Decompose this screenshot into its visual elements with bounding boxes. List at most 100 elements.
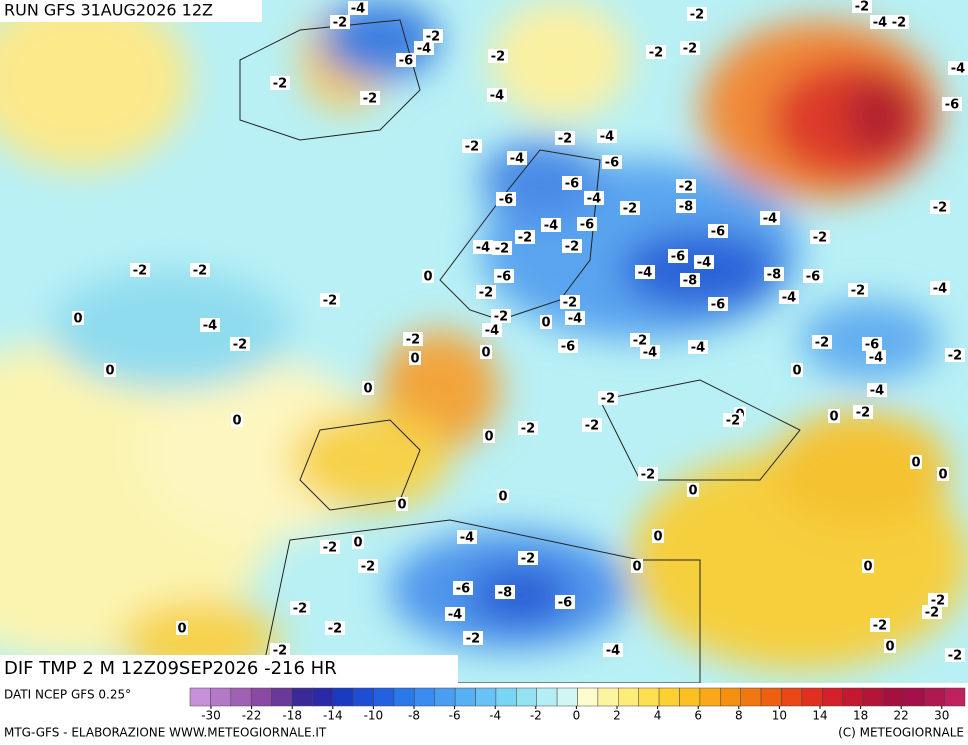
colorbar-box: [577, 687, 599, 707]
label-bg: [330, 15, 350, 29]
label-bg: [496, 192, 516, 206]
contour-label: -2: [855, 0, 869, 15]
contour-label: 0: [688, 484, 697, 499]
contour-label: -8: [679, 200, 693, 215]
colorbar-box: [883, 687, 905, 707]
contour-label: -6: [399, 54, 413, 69]
label-bg: [488, 49, 508, 63]
contour-label: -6: [711, 298, 725, 313]
label-bg: [231, 413, 243, 427]
contour-label: -4: [544, 219, 558, 234]
label-bg: [760, 211, 780, 225]
label-bg: [492, 241, 512, 255]
label-bg: [487, 88, 507, 102]
contour-label: -4: [606, 644, 620, 659]
colorbar-box: [516, 687, 537, 707]
label-bg: [687, 483, 699, 497]
contour-label: -2: [813, 231, 827, 246]
colorbar-box: [434, 687, 456, 707]
label-bg: [866, 350, 886, 364]
contour-label: -2: [521, 552, 535, 567]
contour-label: -4: [870, 384, 884, 399]
colorbar-label: 8: [735, 709, 743, 723]
source-text: DATI NCEP GFS 0.25°: [4, 688, 131, 702]
contour-label: -2: [273, 644, 287, 659]
colorbar-box: [230, 687, 252, 707]
colorbar-box: [597, 687, 619, 707]
label-bg: [462, 139, 482, 153]
label-bg: [445, 607, 465, 621]
label-bg: [494, 269, 514, 283]
contour-label: -4: [448, 608, 462, 623]
contour-label: -4: [460, 531, 474, 546]
label-bg: [480, 345, 492, 359]
contour-label: -4: [417, 42, 431, 57]
contour-label: 0: [911, 456, 920, 471]
contour-label: -2: [558, 132, 572, 147]
contour-label: -2: [466, 632, 480, 647]
label-bg: [320, 293, 340, 307]
contour-label: -4: [869, 351, 883, 366]
colorbar-label: -30: [201, 709, 221, 723]
contour-label: -8: [498, 586, 512, 601]
contour-label: -2: [892, 16, 906, 31]
label-bg: [270, 76, 290, 90]
colorbar-box: [801, 687, 823, 707]
label-bg: [565, 311, 585, 325]
contour-label: -6: [561, 340, 575, 355]
contour-label: -4: [933, 282, 947, 297]
label-bg: [676, 199, 696, 213]
label-bg: [558, 339, 578, 353]
label-bg: [779, 290, 799, 304]
contour-label: -2: [323, 294, 337, 309]
contour-label: -2: [494, 310, 508, 325]
contour-label: -2: [726, 414, 740, 429]
label-bg: [942, 97, 962, 111]
label-bg: [483, 429, 495, 443]
colorbar-box: [414, 687, 435, 707]
colorbar-box: [556, 687, 578, 707]
label-bg: [515, 230, 535, 244]
contour-label: -4: [782, 291, 796, 306]
contour-label: -2: [563, 296, 577, 311]
label-bg: [360, 91, 380, 105]
label-bg: [491, 309, 511, 323]
label-bg: [862, 559, 874, 573]
contour-label: -2: [518, 231, 532, 246]
contour-label: -2: [948, 349, 962, 364]
colorbar-box: [189, 687, 211, 707]
copyright-text: (C) METEOGIORNALE: [838, 726, 964, 740]
contour-label: -2: [521, 422, 535, 437]
label-bg: [403, 332, 423, 346]
contour-label: 0: [481, 346, 490, 361]
label-bg: [290, 601, 310, 615]
colorbar-label: -22: [242, 709, 262, 723]
label-bg: [688, 340, 708, 354]
label-bg: [646, 45, 666, 59]
label-bg: [910, 455, 922, 469]
label-bg: [396, 497, 408, 511]
contour-label: -8: [683, 274, 697, 289]
contour-label: 0: [105, 364, 114, 379]
contour-label: -2: [479, 286, 493, 301]
label-bg: [230, 337, 250, 351]
colorbar-label: -4: [489, 709, 501, 723]
contour-label: -6: [565, 177, 579, 192]
label-bg: [945, 648, 965, 662]
label-bg: [414, 41, 434, 55]
label-bg: [518, 551, 538, 565]
contour-label: -2: [323, 541, 337, 556]
contour-label: -2: [585, 419, 599, 434]
label-bg: [853, 405, 873, 419]
label-bg: [176, 621, 188, 635]
contour-label: -2: [565, 240, 579, 255]
contour-label: -4: [587, 192, 601, 207]
contour-label: -4: [490, 89, 504, 104]
contour-label: -2: [333, 16, 347, 31]
contour-label: -4: [568, 312, 582, 327]
label-bg: [638, 467, 658, 481]
colorbar-label: -18: [282, 709, 302, 723]
label-bg: [598, 391, 618, 405]
contour-label: 0: [484, 430, 493, 445]
